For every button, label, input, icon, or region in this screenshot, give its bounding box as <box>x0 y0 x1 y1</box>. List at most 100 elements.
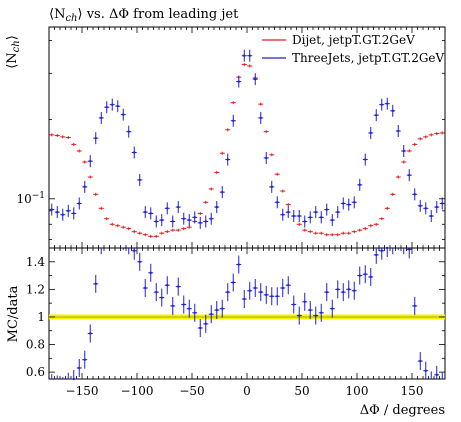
main-title: ⟨Nch⟩ vs. ΔΦ from leading jet <box>49 7 239 24</box>
ratio-point <box>230 273 236 292</box>
ratio-point <box>313 306 319 325</box>
dijet-point <box>93 192 99 196</box>
ratio-point <box>181 295 187 314</box>
ratio-panel-frame <box>48 247 446 380</box>
threejets-point <box>401 144 407 157</box>
threejets-point <box>49 203 55 216</box>
ratio-point <box>93 274 99 293</box>
dijet-point <box>153 234 159 238</box>
dijet-point <box>428 133 434 137</box>
dijet-point <box>434 132 440 136</box>
dijet-point <box>296 222 302 226</box>
dijet-point <box>406 149 412 153</box>
dijet-point <box>49 133 55 137</box>
dijet-point <box>137 231 143 235</box>
threejets-point <box>302 215 308 228</box>
ratio-panel: MC/data ΔΦ / degrees 0.60.811.21.4 −150−… <box>6 246 446 418</box>
x-tick-label: −150 <box>66 384 99 398</box>
ratio-point <box>258 283 264 302</box>
ratio-point <box>87 324 93 343</box>
main-y-ticks: 10−1 <box>16 40 445 240</box>
dijet-point <box>115 224 121 228</box>
threejets-point <box>65 204 71 217</box>
threejets-point <box>313 206 319 219</box>
ratio-point <box>82 350 88 369</box>
threejets-point <box>214 201 220 214</box>
dijet-point <box>285 203 291 207</box>
dijet-point <box>219 151 225 155</box>
dijet-point <box>313 231 319 235</box>
threejets-point <box>104 101 110 114</box>
dijet-point <box>423 135 429 139</box>
threejets-point <box>274 196 280 209</box>
threejets-point <box>126 125 132 138</box>
ratio-point <box>269 287 275 306</box>
threejets-point <box>329 214 335 227</box>
ratio-y-tick-label: 0.6 <box>26 365 45 379</box>
main-y-tick-label: 10−1 <box>16 191 45 206</box>
dijet-point <box>197 211 203 215</box>
dijet-point <box>203 200 209 204</box>
threejets-point <box>417 199 423 212</box>
ratio-point <box>197 318 203 337</box>
ratio-point <box>324 283 330 302</box>
dijet-point <box>241 63 247 67</box>
dijet-point <box>208 187 214 191</box>
dijet-point <box>54 134 60 138</box>
ratio-point <box>252 278 258 297</box>
dijet-point <box>170 228 176 232</box>
dijet-point <box>104 217 110 221</box>
x-tick-label: −100 <box>121 384 154 398</box>
ratio-point <box>203 314 209 333</box>
dijet-point <box>318 231 324 235</box>
threejets-point <box>186 214 192 227</box>
dijet-point <box>148 234 154 238</box>
ratio-y-tick-label: 1.4 <box>26 255 45 269</box>
x-tick-label: 150 <box>401 384 424 398</box>
ratio-point <box>346 280 352 299</box>
dijet-point <box>87 175 93 179</box>
dijet-point <box>60 135 66 139</box>
dijet-point <box>324 233 330 237</box>
dijet-point <box>329 233 335 237</box>
threejets-point <box>236 75 242 88</box>
dijet-point <box>395 175 401 179</box>
dijet-point <box>417 137 423 141</box>
threejets-point <box>379 98 385 111</box>
ratio-series-threejets <box>51 246 443 381</box>
ratio-x-ticks: −150 −100 −50 0 50 100 150 <box>54 248 440 398</box>
ratio-point <box>241 290 247 309</box>
ratio-point <box>412 296 418 315</box>
dijet-point <box>109 222 115 226</box>
threejets-point <box>373 109 379 122</box>
dijet-point <box>368 224 374 228</box>
threejets-point <box>351 196 357 209</box>
main-panel: ⟨Nch⟩ vs. ΔΦ from leading jet ⟨Nch⟩ 10−1… <box>5 7 446 249</box>
threejets-point <box>280 208 286 221</box>
threejets-point <box>76 197 82 210</box>
ratio-point <box>357 266 363 285</box>
ratio-point <box>417 352 423 371</box>
ratio-point <box>351 281 357 300</box>
ratio-y-tick-label: 1.2 <box>26 282 45 296</box>
dijet-point <box>351 230 357 234</box>
dijet-point <box>412 142 418 146</box>
dijet-point <box>186 225 192 229</box>
threejets-point <box>423 202 429 215</box>
threejets-point <box>384 97 390 110</box>
ratio-y-axis-label: MC/data <box>6 285 21 342</box>
x-axis-label: ΔΦ / degrees <box>360 403 445 418</box>
threejets-point <box>285 206 291 219</box>
dijet-point <box>373 222 379 226</box>
ratio-point <box>423 361 429 379</box>
threejets-point <box>428 210 434 223</box>
ratio-point <box>274 287 280 306</box>
ratio-point <box>384 246 390 257</box>
ratio-point <box>214 301 220 320</box>
ratio-point <box>153 283 159 302</box>
dijet-point <box>131 230 137 234</box>
threejets-point <box>335 206 341 219</box>
legend-label-dijet: Dijet, jetpT.GT.2GeV <box>292 33 415 47</box>
threejets-point <box>296 210 302 223</box>
threejets-point <box>258 111 264 124</box>
